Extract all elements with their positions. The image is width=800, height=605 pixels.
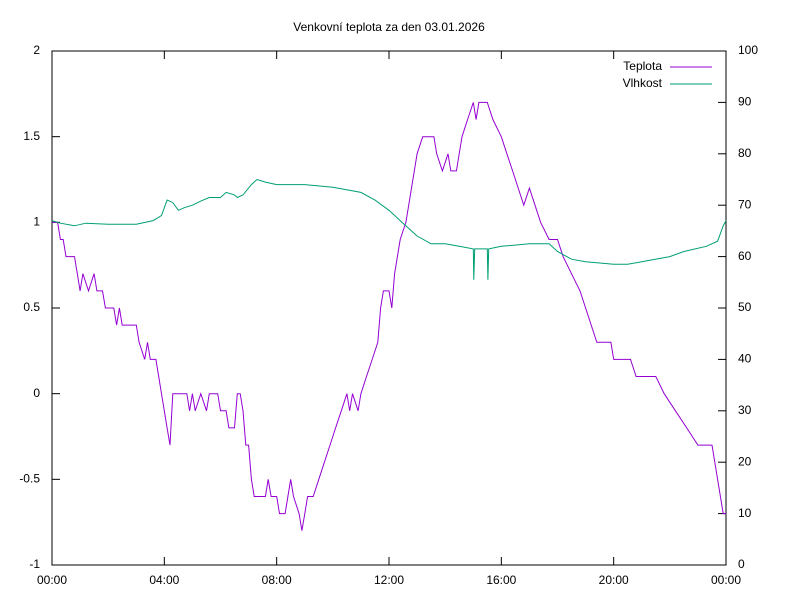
y-tick-label: 0	[33, 386, 40, 400]
y-tick-label: 1.5	[23, 129, 40, 143]
y2-tick-label: 70	[738, 197, 752, 211]
y2-tick-label: 0	[738, 557, 745, 571]
y2-tick-label: 100	[738, 43, 758, 57]
y2-tick-label: 80	[738, 146, 752, 160]
y2-tick-label: 90	[738, 95, 752, 109]
y2-tick-label: 20	[738, 454, 752, 468]
y2-tick-label: 50	[738, 300, 752, 314]
y-tick-label: 1	[33, 215, 40, 229]
plot-frame	[51, 50, 727, 566]
y-tick-label: 0.5	[23, 300, 40, 314]
x-tick-label: 00:00	[37, 573, 67, 587]
y-tick-label: -0.5	[19, 472, 40, 486]
y-tick-label: 2	[33, 43, 40, 57]
y2-tick-label: 10	[738, 506, 752, 520]
y2-tick-label: 60	[738, 249, 752, 263]
x-tick-label: 12:00	[374, 573, 404, 587]
series-line	[52, 101, 726, 531]
chart-title: Venkovní teplota za den 03.01.2026	[293, 20, 485, 34]
y-tick-label: -1	[29, 557, 40, 571]
y2-tick-label: 30	[738, 403, 752, 417]
x-tick-label: 16:00	[486, 573, 516, 587]
legend-label: Vlhkost	[623, 76, 663, 90]
legend-label: Teplota	[623, 59, 662, 73]
series-line	[51, 178, 727, 280]
x-tick-label: 08:00	[262, 573, 292, 587]
x-tick-label: 00:00	[711, 573, 741, 587]
x-tick-label: 04:00	[149, 573, 179, 587]
x-tick-label: 20:00	[599, 573, 629, 587]
y2-tick-label: 40	[738, 352, 752, 366]
